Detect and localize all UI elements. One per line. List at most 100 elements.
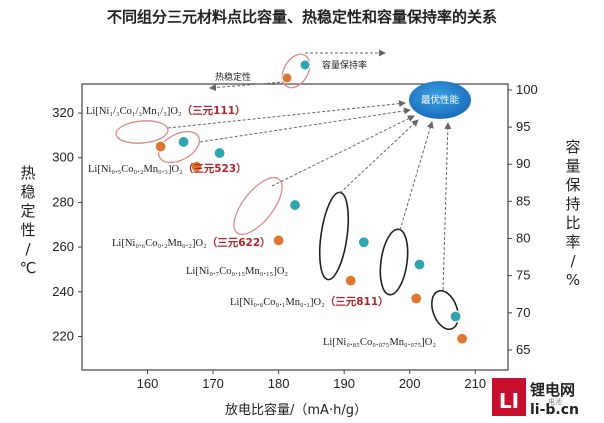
retention-point-0	[177, 135, 190, 149]
material-labels: Li[Ni₁/₃Co₁/₃Mn₁/₃]O₂（三元111） Li[Ni₀.₅Co₀…	[86, 104, 436, 348]
retention-point-4	[413, 258, 426, 271]
x-tick-label-3: 190	[333, 376, 355, 391]
y-axis-ticks: 220 240 260 280 300 320	[52, 105, 82, 343]
retention-point-1	[213, 146, 226, 160]
material-formula-523: Li[Ni₀.₅Co₀.₂Mn₀.₃]O₂	[88, 164, 183, 175]
thermal-point-4	[410, 292, 423, 305]
legend-retention-label: 容量保持率	[322, 59, 367, 71]
y2-tick-label-5: 90	[516, 156, 530, 171]
group-ellipse-111	[115, 120, 169, 144]
chart-title: 不同组分三元材料点比容量、热稳定性和容量保持率的关系	[107, 8, 497, 26]
y2-label-char-3: 持	[565, 195, 580, 213]
y-label-char-2: 定	[20, 202, 35, 220]
x-axis-label: 放电比容量/（mA·h/g）	[225, 402, 367, 418]
arrow-523	[199, 107, 411, 143]
y2-label-char-6: /	[570, 252, 576, 270]
best-performance-label: 最优性能	[421, 94, 460, 106]
x-axis-ticks: 160 170 180 190 200 210	[137, 370, 486, 391]
material-label-701515: Li[Ni₀.₇Co₀.₁₅Mn₀.₁₅]O₂	[186, 266, 288, 277]
material-label-523: Li[Ni₀.₅Co₀.₂Mn₀.₃]O₂（三元523）	[88, 162, 247, 175]
arrows-to-best	[167, 49, 452, 291]
material-formula-811: Li[Ni₀.₈Co₀.₁Mn₀.₁]O₂	[230, 297, 325, 308]
legend-thermal-dot	[281, 72, 293, 84]
y2-tick-label-6: 95	[516, 119, 530, 134]
group-ellipse-811	[379, 228, 409, 296]
y2-tick-label-4: 85	[516, 193, 530, 208]
material-formula-85: Li[Ni₀.₈₅Co₀.₀₇₅Mn₀.₀₇₅]O₂	[323, 337, 436, 348]
legend-ellipse	[281, 53, 311, 89]
y-tick-label-4: 300	[52, 150, 74, 165]
y-label-char-0: 热	[20, 164, 35, 182]
y2-tick-label-0: 65	[516, 342, 530, 357]
arrow-622	[271, 115, 415, 187]
y-label-char-1: 稳	[20, 183, 35, 201]
y-label-char-4: /	[25, 240, 31, 258]
y-tick-label-1: 240	[52, 284, 74, 299]
arrow-701515	[339, 119, 419, 194]
arrow-85	[442, 122, 452, 291]
y-tick-label-2: 260	[52, 239, 74, 254]
y2-label-char-2: 保	[565, 176, 580, 194]
material-tag-622: （三元622）	[207, 236, 271, 249]
plot-frame	[81, 83, 509, 371]
material-label-85: Li[Ni₀.₈₅Co₀.₀₇₅Mn₀.₀₇₅]O₂	[323, 337, 436, 348]
retention-point-3	[357, 236, 370, 249]
watermark-sub: 电池	[548, 397, 562, 406]
watermark-en: li-b.cn	[530, 402, 579, 418]
y2-label-char-1: 量	[565, 157, 580, 175]
material-tag-111: （三元111）	[182, 104, 246, 117]
thermal-point-5	[456, 332, 469, 345]
y-label-char-5: ℃	[20, 259, 37, 277]
y-tick-label-5: 320	[52, 105, 74, 120]
y2-tick-label-1: 70	[516, 305, 530, 320]
retention-point-5	[449, 310, 462, 323]
x-tick-label-5: 210	[464, 376, 486, 391]
group-ellipses	[115, 53, 459, 331]
watermark-cn: 锂电网	[530, 381, 575, 399]
thermal-point-1	[190, 160, 203, 173]
y-label-char-3: 性	[20, 221, 35, 239]
thermal-point-2	[272, 234, 285, 247]
watermark: LI 锂电网 li-b.cn 电池	[492, 378, 579, 418]
retention-point-2	[288, 198, 302, 212]
group-ellipse-622	[233, 177, 283, 235]
legend-retention-dot	[299, 59, 311, 71]
material-label-811: Li[Ni₀.₈Co₀.₁Mn₀.₁]O₂（三元811）	[230, 295, 389, 308]
y-tick-label-3: 280	[52, 194, 74, 209]
material-tag-523: （三元523）	[183, 162, 247, 175]
y2-tick-label-3: 80	[516, 231, 530, 246]
y2-label-char-7: %	[566, 271, 580, 289]
y-axis-label: 热稳定性/℃	[20, 164, 37, 277]
material-tag-811: （三元811）	[325, 295, 389, 308]
watermark-logo-box	[492, 378, 526, 416]
arrow-811	[399, 121, 434, 231]
x-tick-label-1: 170	[202, 376, 224, 391]
group-ellipse-523	[157, 130, 201, 164]
thermal-point-0	[154, 140, 167, 153]
legend-thermal-label: 热稳定性	[215, 71, 251, 83]
y2-axis-ticks: 65 70 75 80 85 90 95 100	[508, 82, 538, 357]
material-formula-622: Li[Ni₀.₆Co₀.₂Mn₀.₂]O₂	[112, 238, 207, 249]
watermark-mark: LI	[499, 389, 519, 413]
group-ellipse-85	[431, 289, 459, 331]
best-performance-blob	[409, 81, 471, 119]
y2-tick-label-2: 75	[516, 268, 530, 283]
legend-arrow-thermal	[209, 81, 286, 92]
y2-label-char-4: 比	[565, 214, 580, 232]
x-tick-label-4: 200	[399, 376, 421, 391]
y2-label-char-0: 容	[565, 138, 580, 156]
material-formula-111: Li[Ni₁/₃Co₁/₃Mn₁/₃]O₂	[86, 106, 182, 117]
x-tick-label-2: 180	[268, 376, 290, 391]
material-formula-701515: Li[Ni₀.₇Co₀.₁₅Mn₀.₁₅]O₂	[186, 266, 288, 277]
group-ellipse-701515	[318, 191, 350, 281]
y2-tick-label-7: 100	[516, 82, 538, 97]
material-label-111: Li[Ni₁/₃Co₁/₃Mn₁/₃]O₂（三元111）	[86, 104, 246, 117]
thermal-point-3	[344, 274, 357, 287]
data-points	[154, 135, 469, 345]
x-tick-label-0: 160	[137, 376, 159, 391]
material-label-622: Li[Ni₀.₆Co₀.₂Mn₀.₂]O₂（三元622）	[112, 236, 271, 249]
y2-label-char-5: 率	[565, 233, 580, 251]
y-tick-label-0: 220	[52, 328, 74, 343]
